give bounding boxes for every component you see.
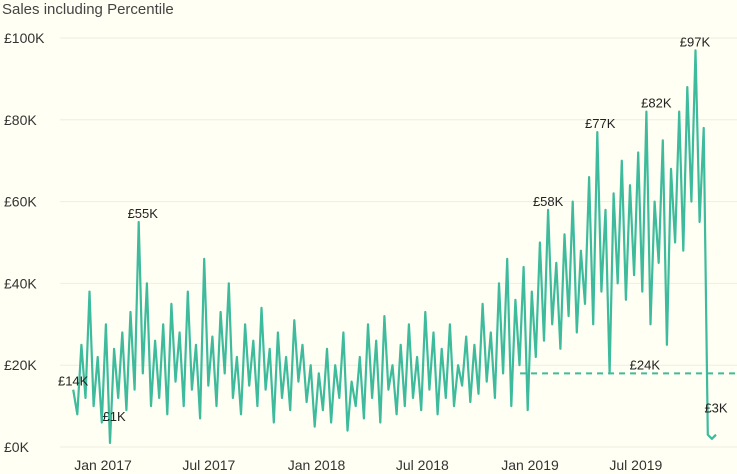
data-label: £77K (585, 116, 616, 131)
data-label: £82K (641, 96, 672, 111)
data-label: £3K (704, 401, 727, 416)
data-label: £97K (680, 34, 711, 49)
y-tick-label: £40K (4, 275, 37, 291)
data-label: £55K (128, 206, 159, 221)
y-tick-label: £60K (4, 194, 37, 210)
data-label: £14K (58, 374, 89, 389)
y-tick-label: £20K (4, 357, 37, 373)
y-tick-label: £80K (4, 112, 37, 128)
x-tick-label: Jul 2018 (396, 457, 449, 473)
x-tick-label: Jan 2018 (288, 457, 346, 473)
y-tick-label: £0K (4, 439, 30, 455)
x-tick-label: Jul 2019 (609, 457, 662, 473)
y-tick-label: £100K (4, 30, 45, 46)
x-tick-label: Jan 2019 (501, 457, 559, 473)
data-label: £1K (103, 409, 126, 424)
data-label: £58K (533, 194, 564, 209)
sales-line (72, 49, 717, 444)
chart-title: Sales including Percentile (2, 1, 174, 18)
percentile-label: £24K (630, 357, 661, 372)
x-tick-label: Jan 2017 (74, 457, 132, 473)
x-tick-label: Jul 2017 (182, 457, 235, 473)
